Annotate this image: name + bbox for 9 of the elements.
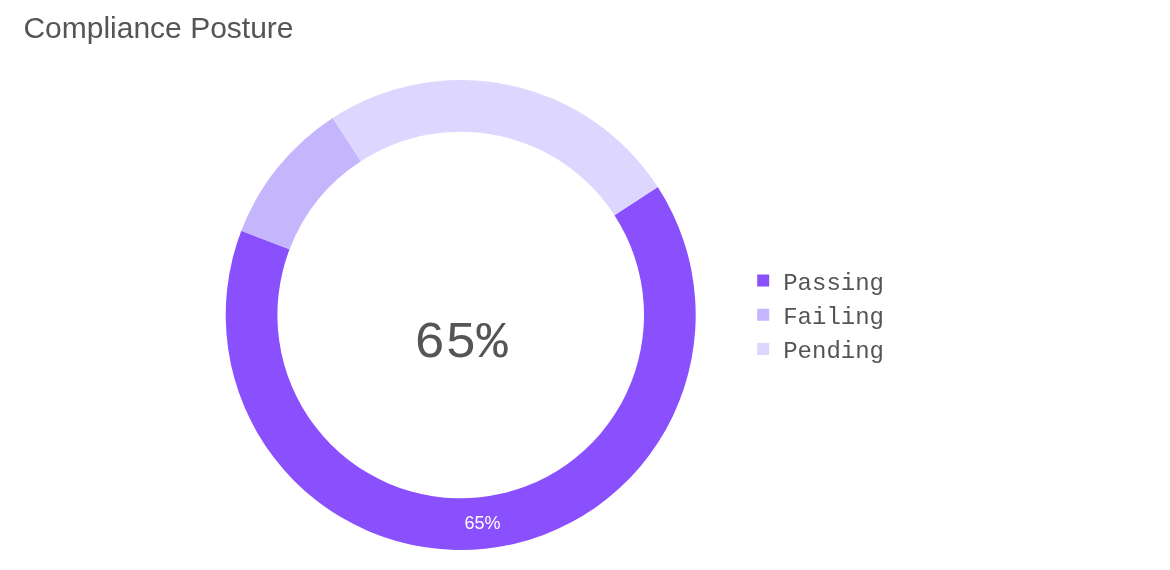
donut-slice [225,187,696,550]
legend-label: Pending [783,338,885,366]
donut-slice [241,117,361,250]
legend-label: Passing [783,269,885,297]
donut-slice [332,80,658,216]
chart-title: Compliance Posture [23,11,294,45]
legend-label: Failing [783,304,885,332]
data-label: 65% [464,513,501,533]
text: 65% [414,314,509,373]
